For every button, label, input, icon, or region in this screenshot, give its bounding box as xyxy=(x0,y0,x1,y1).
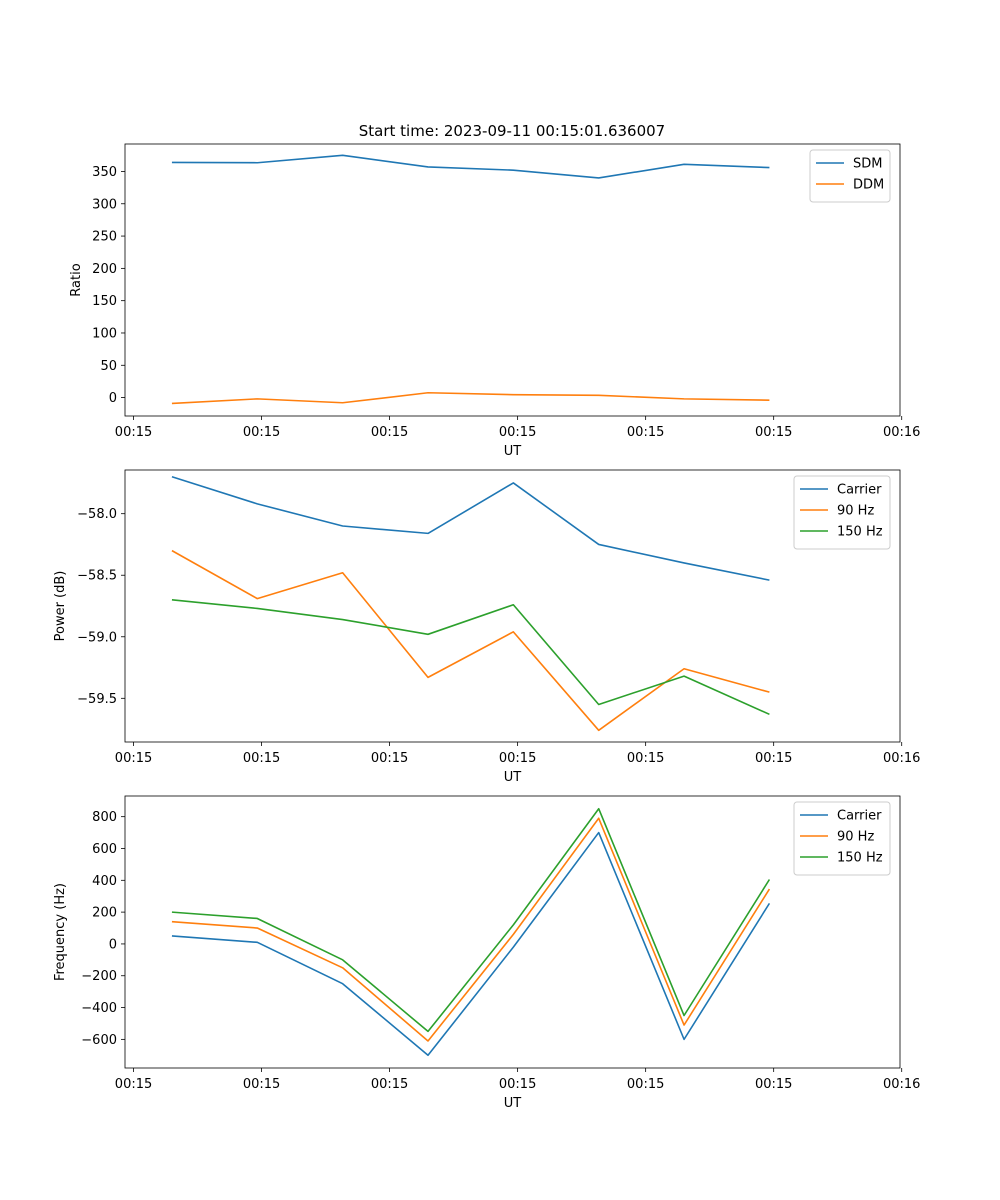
y-tick-label: 400 xyxy=(92,874,117,889)
x-tick-label: 00:15 xyxy=(755,751,792,766)
x-tick-label: 00:15 xyxy=(755,425,792,440)
x-tick-label: 00:15 xyxy=(499,751,536,766)
x-tick-label: 00:15 xyxy=(627,751,664,766)
figure-title: Start time: 2023-09-11 00:15:01.636007 xyxy=(359,122,665,140)
x-tick-label: 00:15 xyxy=(115,751,152,766)
y-axis-label: Frequency (Hz) xyxy=(53,883,68,981)
series-line-3-150-hz xyxy=(171,807,771,1033)
y-tick-label: −58.5 xyxy=(77,569,117,584)
legend-label-carrier: Carrier xyxy=(837,809,882,824)
y-tick-label: 0 xyxy=(109,391,117,406)
x-tick-label: 00:15 xyxy=(499,425,536,440)
y-tick-label: −59.5 xyxy=(77,692,117,707)
series-line-3-90-hz xyxy=(171,817,771,1042)
x-tick-label: 00:15 xyxy=(627,1077,664,1092)
y-tick-label: 200 xyxy=(92,906,117,921)
axes-frame-1 xyxy=(124,143,901,417)
x-tick-label: 00:15 xyxy=(371,425,408,440)
series-line-2-carrier xyxy=(171,476,770,581)
y-tick-label: 250 xyxy=(92,230,117,245)
series-line-2-90-hz xyxy=(171,549,770,732)
x-tick-label: 00:15 xyxy=(115,1077,152,1092)
x-tick-label: 00:16 xyxy=(883,751,920,766)
x-axis-label: UT xyxy=(504,1096,522,1111)
x-axis-label: UT xyxy=(504,770,522,785)
y-tick-label: 200 xyxy=(92,262,117,277)
x-tick-label: 00:15 xyxy=(243,751,280,766)
x-tick-label: 00:15 xyxy=(115,425,152,440)
y-tick-label: 300 xyxy=(92,197,117,212)
y-tick-label: 150 xyxy=(92,294,117,309)
y-tick-label: −400 xyxy=(81,1001,117,1016)
y-tick-label: −58.0 xyxy=(77,507,117,522)
y-tick-label: −59.0 xyxy=(77,630,117,645)
y-tick-label: 350 xyxy=(92,165,117,180)
y-tick-label: 0 xyxy=(109,937,117,952)
y-tick-label: 50 xyxy=(100,359,117,374)
y-tick-label: −200 xyxy=(81,969,117,984)
x-tick-label: 00:15 xyxy=(371,751,408,766)
x-tick-label: 00:15 xyxy=(499,1077,536,1092)
y-axis-label: Power (dB) xyxy=(53,571,68,642)
legend-label-150-hz: 150 Hz xyxy=(837,851,883,866)
series-line-1-sdm xyxy=(171,154,770,179)
legend-label-carrier: Carrier xyxy=(837,483,882,498)
y-tick-label: 800 xyxy=(92,810,117,825)
x-tick-label: 00:16 xyxy=(883,1077,920,1092)
x-tick-label: 00:15 xyxy=(371,1077,408,1092)
series-line-2-150-hz xyxy=(171,599,770,716)
series-line-1-ddm xyxy=(171,391,770,405)
x-tick-label: 00:16 xyxy=(883,425,920,440)
legend-label-sdm: SDM xyxy=(853,157,882,172)
legend-label-90-hz: 90 Hz xyxy=(837,830,874,845)
x-tick-label: 00:15 xyxy=(243,1077,280,1092)
axes-frame-2 xyxy=(124,469,901,743)
y-axis-label: Ratio xyxy=(69,263,84,296)
y-tick-label: −600 xyxy=(81,1033,117,1048)
axes-frame-3 xyxy=(124,795,901,1069)
x-tick-label: 00:15 xyxy=(627,425,664,440)
y-tick-label: 100 xyxy=(92,326,117,341)
legend-label-150-hz: 150 Hz xyxy=(837,525,883,540)
x-tick-label: 00:15 xyxy=(243,425,280,440)
series-line-3-carrier xyxy=(171,831,771,1057)
legend-label-ddm: DDM xyxy=(853,178,884,193)
x-tick-label: 00:15 xyxy=(755,1077,792,1092)
legend-label-90-hz: 90 Hz xyxy=(837,504,874,519)
x-axis-label: UT xyxy=(504,444,522,459)
y-tick-label: 600 xyxy=(92,842,117,857)
